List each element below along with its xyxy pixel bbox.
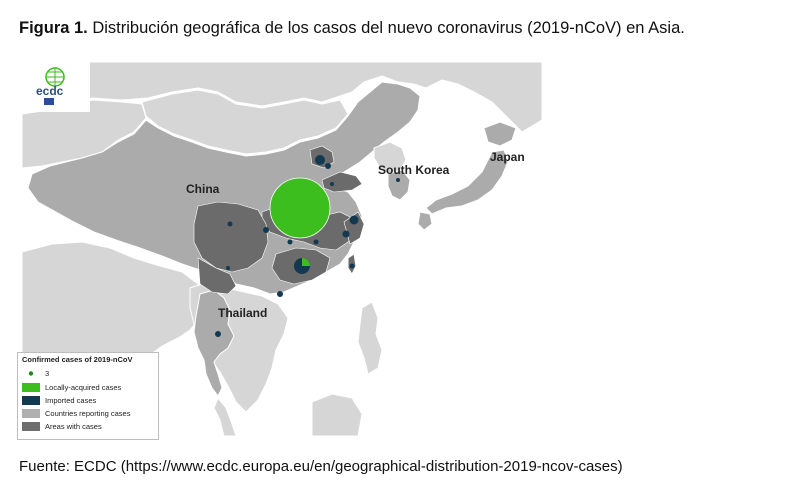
- guangdong-case-marker: [294, 258, 310, 274]
- japan-honshu: [425, 149, 509, 215]
- thailand-region: [193, 289, 235, 397]
- legend-label: Areas with cases: [45, 422, 102, 431]
- local-portion: [302, 258, 310, 266]
- russia-region: [22, 62, 542, 133]
- case-marker: [263, 227, 269, 233]
- area-yunnan: [197, 257, 237, 295]
- case-marker: [349, 263, 355, 269]
- label-thailand: Thailand: [218, 306, 268, 320]
- caption-label: Figura 1.: [19, 19, 88, 37]
- malay-peninsula-region: [213, 397, 237, 436]
- legend-swatch: [22, 409, 40, 418]
- legend-label: Imported cases: [45, 396, 97, 405]
- borneo-region: [311, 393, 363, 436]
- label-south-korea: South Korea: [378, 163, 450, 177]
- hubei-locally-acquired-circle: [269, 177, 331, 239]
- source-note: Fuente: ECDC (https://www.ecdc.europa.eu…: [19, 458, 623, 475]
- philippines-region: [357, 301, 383, 375]
- case-marker: [325, 163, 331, 169]
- legend-swatch: [22, 383, 40, 392]
- south-korea-region: [387, 169, 411, 201]
- case-marker: [349, 215, 359, 225]
- label-japan: Japan: [490, 150, 525, 164]
- logo-globe-icon: [45, 67, 65, 87]
- legend-dot-icon: [28, 371, 34, 376]
- logo-text: ecdc: [36, 84, 64, 98]
- case-marker: [277, 291, 283, 297]
- japan-hokkaido: [483, 121, 517, 147]
- legend-label: Locally-acquired cases: [45, 383, 122, 392]
- japan-kyushu: [417, 211, 433, 231]
- case-marker: [226, 266, 230, 270]
- case-marker: [313, 239, 319, 245]
- caption-text: Distribución geográfica de los casos del…: [87, 19, 685, 37]
- case-marker: [315, 155, 325, 165]
- legend-swatch: [22, 396, 40, 405]
- legend-title: Confirmed cases of 2019-nCoV: [22, 355, 133, 364]
- case-marker: [215, 331, 221, 337]
- case-marker: [342, 230, 350, 238]
- legend-label: 3: [45, 369, 50, 378]
- central-asia-region: [22, 99, 147, 169]
- legend-label: Countries reporting cases: [45, 409, 131, 418]
- figure-caption: Figura 1. Distribución geográfica de los…: [19, 19, 685, 38]
- case-marker: [396, 178, 400, 182]
- label-china: China: [186, 182, 220, 196]
- case-marker: [287, 239, 293, 245]
- eu-flag-icon: [44, 98, 54, 105]
- north-korea-region: [373, 141, 407, 175]
- case-marker: [330, 182, 334, 186]
- area-zhejiang: [343, 211, 365, 245]
- legend-swatch: [22, 422, 40, 431]
- map-legend: Confirmed cases of 2019-nCoV 3 Locally-a…: [17, 352, 159, 440]
- mongolia-region: [141, 89, 349, 155]
- area-sichuan: [193, 201, 269, 273]
- case-marker: [227, 221, 233, 227]
- area-shandong: [321, 171, 363, 193]
- ecdc-logo: ecdc: [22, 62, 90, 112]
- imported-case-markers: [215, 155, 400, 337]
